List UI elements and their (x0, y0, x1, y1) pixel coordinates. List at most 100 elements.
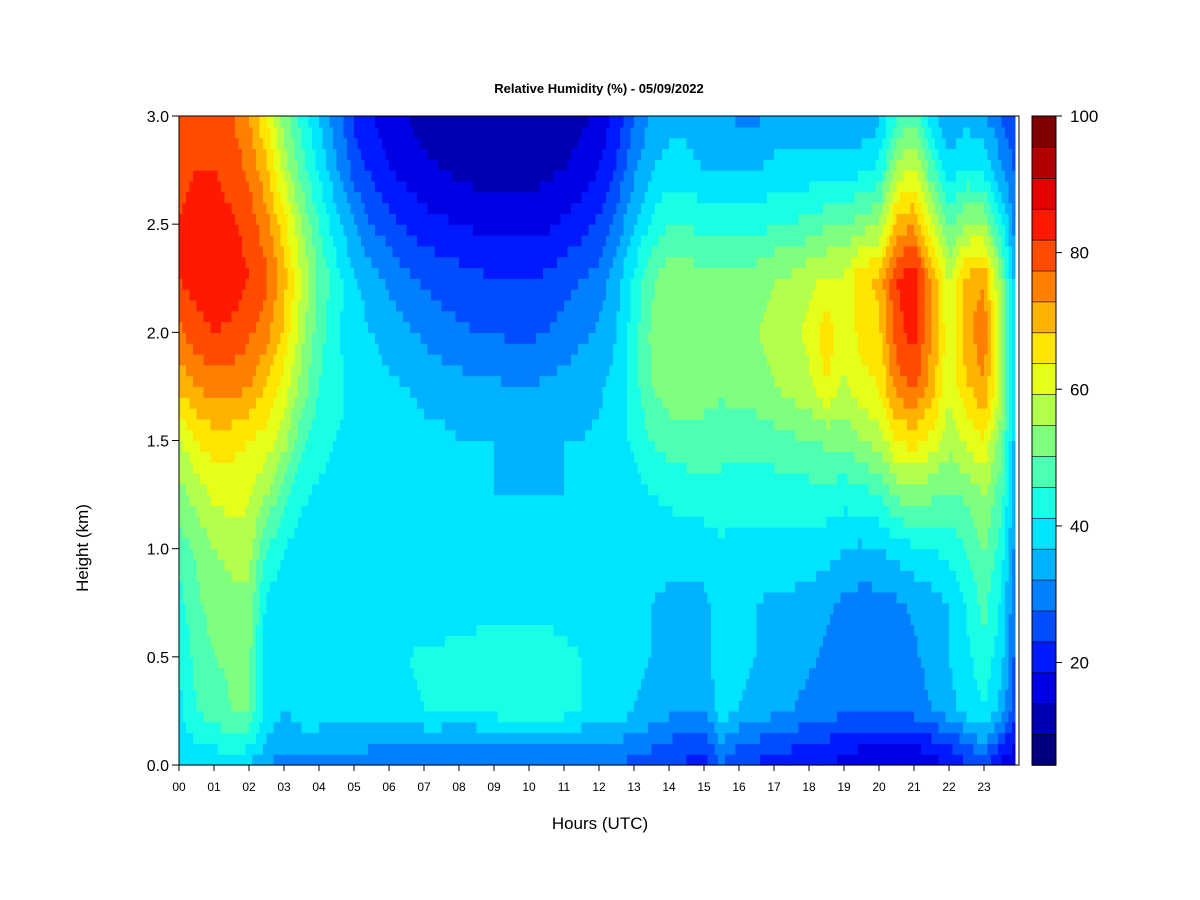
heatmap-cell (308, 418, 313, 431)
heatmap-cell (221, 321, 226, 333)
heatmap-cell (256, 743, 261, 755)
heatmap-cell (448, 667, 453, 680)
heatmap-cell (333, 429, 338, 442)
heatmap-cell (259, 213, 264, 225)
heatmap-cell (445, 418, 450, 431)
heatmap-cell (347, 602, 352, 615)
heatmap-cell (196, 289, 201, 301)
heatmap-cell (459, 440, 464, 452)
heatmap-cell (452, 656, 457, 669)
heatmap-cell (361, 494, 366, 506)
heatmap-cell (357, 180, 362, 193)
heatmap-cell (179, 397, 184, 409)
heatmap-cell (179, 159, 184, 171)
heatmap-cell (392, 224, 397, 236)
heatmap-cell (182, 116, 187, 128)
heatmap-cell (462, 126, 467, 139)
heatmap-cell (326, 180, 331, 193)
heatmap-cell (375, 700, 380, 712)
heatmap-cell (343, 148, 348, 160)
heatmap-cell (417, 202, 422, 214)
heatmap-cell (182, 505, 187, 517)
heatmap-cell (340, 732, 345, 744)
heatmap-cell (455, 732, 460, 744)
heatmap-cell (270, 256, 275, 269)
heatmap-cell (371, 462, 376, 474)
heatmap-cell (186, 386, 191, 398)
heatmap-cell (466, 732, 471, 744)
heatmap-cell (455, 700, 460, 712)
heatmap-cell (361, 624, 366, 636)
heatmap-cell (424, 581, 429, 593)
heatmap-cell (256, 375, 261, 388)
heatmap-cell (287, 224, 292, 236)
heatmap-cell (392, 494, 397, 506)
heatmap-cell (371, 678, 376, 690)
heatmap-cell (196, 429, 201, 442)
heatmap-cell (424, 310, 429, 323)
heatmap-cell (196, 116, 201, 128)
heatmap-cell (326, 494, 331, 506)
heatmap-cell (375, 375, 380, 388)
heatmap-cell (200, 548, 205, 561)
heatmap-cell (266, 213, 271, 225)
heatmap-cell (403, 180, 408, 193)
heatmap-cell (413, 559, 418, 571)
heatmap-cell (417, 126, 422, 139)
heatmap-cell (312, 689, 317, 701)
heatmap-cell (424, 137, 429, 150)
heatmap-cell (287, 267, 292, 279)
heatmap-cell (263, 310, 268, 323)
heatmap-cell (406, 116, 411, 128)
heatmap-cell (399, 516, 404, 528)
heatmap-cell (280, 310, 285, 323)
heatmap-cell (273, 224, 278, 236)
heatmap-cell (266, 700, 271, 712)
heatmap-cell (452, 462, 457, 474)
heatmap-cell (210, 213, 215, 225)
heatmap-cell (224, 559, 229, 571)
heatmap-cell (235, 721, 240, 734)
heatmap-cell (291, 234, 296, 247)
heatmap-cell (452, 646, 457, 658)
heatmap-cell (357, 418, 362, 431)
heatmap-cell (238, 289, 243, 301)
heatmap-cell (329, 397, 334, 409)
heatmap-cell (284, 516, 289, 528)
heatmap-cell (361, 635, 366, 647)
heatmap-cell (420, 429, 425, 442)
heatmap-cell (245, 462, 250, 474)
heatmap-cell (305, 343, 310, 355)
heatmap-cell (434, 505, 439, 517)
heatmap-cell (256, 159, 261, 171)
heatmap-cell (207, 299, 212, 312)
heatmap-cell (438, 602, 443, 615)
heatmap-cell (329, 624, 334, 636)
heatmap-cell (294, 116, 299, 128)
heatmap-cell (312, 591, 317, 604)
heatmap-cell (238, 375, 243, 388)
heatmap-cell (322, 116, 327, 128)
heatmap-cell (301, 646, 306, 658)
heatmap-cell (322, 710, 327, 723)
heatmap-cell (179, 137, 184, 150)
heatmap-cell (270, 494, 275, 506)
heatmap-cell (375, 624, 380, 636)
heatmap-cell (193, 170, 198, 182)
heatmap-cell (441, 505, 446, 517)
heatmap-cell (287, 721, 292, 734)
heatmap-cell (389, 494, 394, 506)
heatmap-cell (340, 721, 345, 734)
heatmap-cell (431, 256, 436, 269)
heatmap-cell (273, 310, 278, 323)
heatmap-cell (368, 646, 373, 658)
heatmap-cell (340, 559, 345, 571)
heatmap-cell (280, 321, 285, 333)
heatmap-cell (427, 505, 432, 517)
heatmap-cell (427, 613, 432, 625)
heatmap-cell (375, 126, 380, 139)
heatmap-cell (200, 137, 205, 150)
heatmap-cell (294, 299, 299, 312)
heatmap-cell (333, 310, 338, 323)
heatmap-cell (287, 591, 292, 604)
